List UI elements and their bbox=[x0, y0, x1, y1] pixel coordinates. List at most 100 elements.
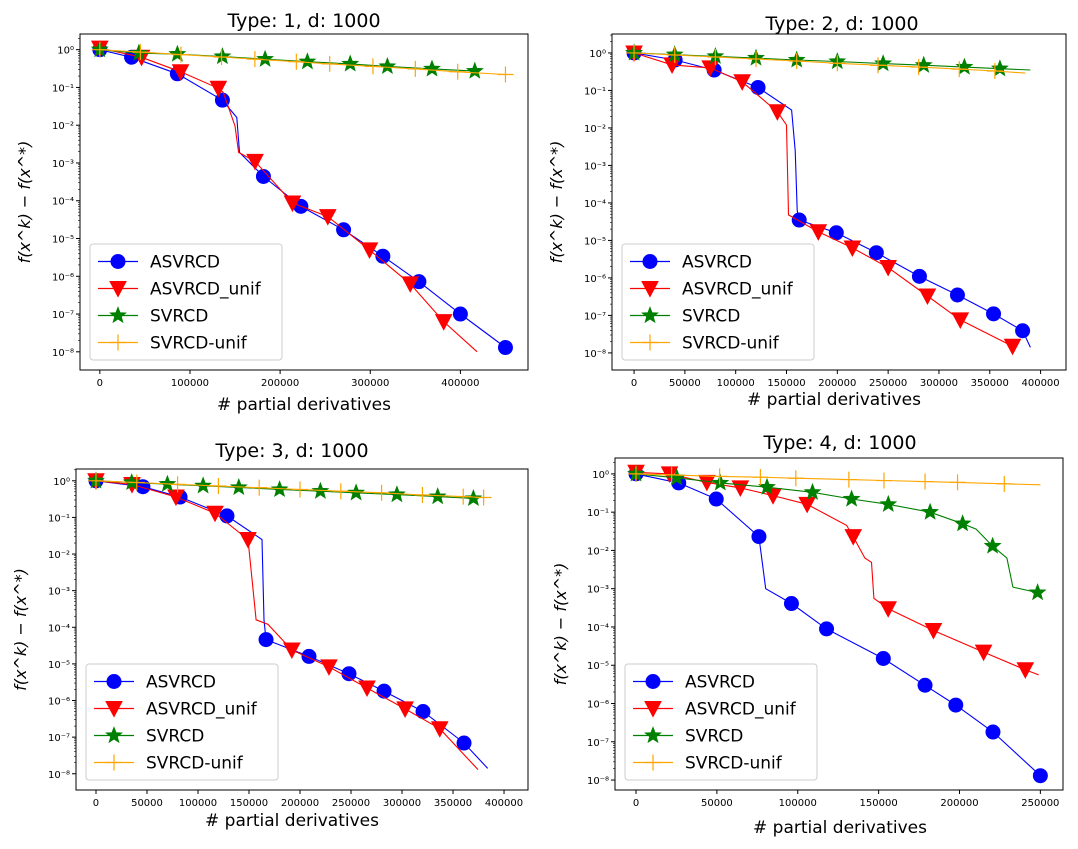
data-point bbox=[1032, 768, 1048, 784]
data-point bbox=[1028, 583, 1047, 601]
y-tick-label: 10⁻⁷ bbox=[584, 311, 606, 322]
data-point bbox=[701, 60, 720, 77]
data-point bbox=[840, 471, 857, 488]
x-tick-label: 300000 bbox=[920, 378, 958, 389]
legend-marker bbox=[110, 334, 126, 351]
data-point bbox=[172, 46, 189, 63]
data-point bbox=[456, 735, 472, 751]
data-point bbox=[292, 481, 309, 498]
legend-marker bbox=[644, 701, 662, 718]
x-tick-label: 350000 bbox=[434, 798, 472, 809]
data-point bbox=[475, 489, 492, 506]
data-point bbox=[91, 41, 108, 58]
data-point bbox=[169, 476, 186, 493]
series-SVRCD-unif bbox=[87, 472, 492, 506]
data-point bbox=[423, 59, 441, 77]
x-tick-label: 350000 bbox=[971, 378, 1009, 389]
x-tick-label: 200000 bbox=[818, 378, 856, 389]
legend-label: ASVRCD_unif bbox=[146, 700, 258, 720]
data-point bbox=[921, 502, 940, 520]
data-point bbox=[376, 683, 392, 699]
data-point bbox=[788, 52, 805, 69]
data-point bbox=[948, 697, 964, 713]
data-point bbox=[497, 340, 513, 356]
data-point bbox=[206, 505, 224, 523]
legend-box bbox=[624, 663, 818, 781]
legend-marker bbox=[645, 674, 661, 689]
series-ASVRCD_unif bbox=[90, 40, 478, 353]
data-point bbox=[875, 472, 892, 489]
data-point bbox=[924, 622, 943, 640]
data-point bbox=[167, 489, 185, 507]
data-point bbox=[698, 474, 716, 492]
legend-label: ASVRCD_unif bbox=[682, 280, 794, 300]
legend-label: SVRCD-unif bbox=[682, 334, 780, 354]
y-tick-label: 10⁻¹ bbox=[584, 86, 606, 97]
y-tick-label: 10⁰ bbox=[592, 470, 609, 481]
y-tick-label: 10⁻⁴ bbox=[587, 623, 609, 634]
legend-marker bbox=[105, 726, 123, 744]
y-tick-label: 10⁻⁷ bbox=[48, 733, 70, 744]
x-tick-label: 400000 bbox=[441, 378, 479, 389]
y-tick-label: 10⁻⁶ bbox=[584, 274, 606, 285]
series-SVRCD-unif bbox=[626, 44, 1026, 79]
legend-label: ASVRCD_unif bbox=[150, 280, 262, 300]
x-axis-label: # partial derivatives bbox=[753, 818, 927, 838]
data-point bbox=[301, 648, 317, 664]
chart-title: Type: 2, d: 1000 bbox=[764, 13, 918, 35]
data-point bbox=[985, 724, 1001, 740]
data-point bbox=[251, 479, 268, 496]
legend: ASVRCD ASVRCD_unif SVRCD SVRCD-unif bbox=[624, 663, 818, 781]
legend-marker bbox=[106, 754, 122, 771]
data-point bbox=[787, 470, 804, 487]
legend-marker bbox=[642, 334, 658, 351]
y-tick-label: 10⁻⁶ bbox=[52, 272, 74, 283]
data-point bbox=[258, 632, 274, 648]
data-point bbox=[452, 306, 468, 322]
y-tick-label: 10⁻⁴ bbox=[584, 199, 606, 210]
data-point bbox=[87, 472, 104, 489]
data-point bbox=[128, 474, 145, 491]
data-point bbox=[842, 489, 861, 507]
y-tick-label: 10⁻⁶ bbox=[587, 700, 609, 711]
legend-label: ASVRCD bbox=[146, 673, 216, 693]
data-point bbox=[711, 473, 730, 491]
y-tick-label: 10⁻⁸ bbox=[584, 349, 606, 360]
y-tick-label: 10⁻⁵ bbox=[52, 235, 74, 246]
data-point bbox=[1003, 338, 1022, 356]
data-point bbox=[733, 74, 752, 91]
data-point bbox=[879, 601, 898, 618]
legend-label: ASVRCD bbox=[150, 253, 220, 273]
x-tick-label: 100000 bbox=[779, 798, 817, 809]
data-point bbox=[758, 477, 776, 495]
data-point bbox=[879, 259, 897, 277]
x-tick-label: 250000 bbox=[332, 798, 370, 809]
data-point bbox=[283, 195, 302, 213]
subplot-2: 0 50000 100000 150000 200000 250000 300000 3500… bbox=[547, 13, 1067, 410]
y-tick-label: 10⁻⁵ bbox=[587, 661, 609, 672]
x-axis-label: # partial derivatives bbox=[747, 390, 921, 410]
data-point bbox=[360, 242, 379, 259]
data-point bbox=[298, 52, 317, 70]
y-tick-label: 10⁰ bbox=[589, 49, 606, 60]
data-point bbox=[869, 57, 886, 74]
legend-label: SVRCD bbox=[682, 307, 740, 327]
plot-frame bbox=[614, 457, 1064, 791]
y-tick-label: 10⁻⁸ bbox=[52, 348, 74, 359]
y-tick-label: 10⁻² bbox=[48, 550, 70, 561]
data-point bbox=[951, 61, 968, 78]
data-point bbox=[844, 529, 863, 546]
data-point bbox=[751, 529, 767, 545]
data-point bbox=[168, 44, 187, 62]
data-point bbox=[246, 51, 263, 68]
x-tick-label: 50000 bbox=[701, 798, 733, 809]
y-tick-label: 10⁻⁴ bbox=[48, 623, 70, 634]
legend-box bbox=[89, 243, 283, 361]
x-tick-label: 100000 bbox=[171, 378, 209, 389]
data-point bbox=[497, 66, 514, 83]
data-point bbox=[983, 536, 1002, 554]
data-point bbox=[1016, 662, 1035, 679]
series-ASVRCD_unif bbox=[625, 45, 1022, 356]
data-point bbox=[401, 276, 420, 293]
